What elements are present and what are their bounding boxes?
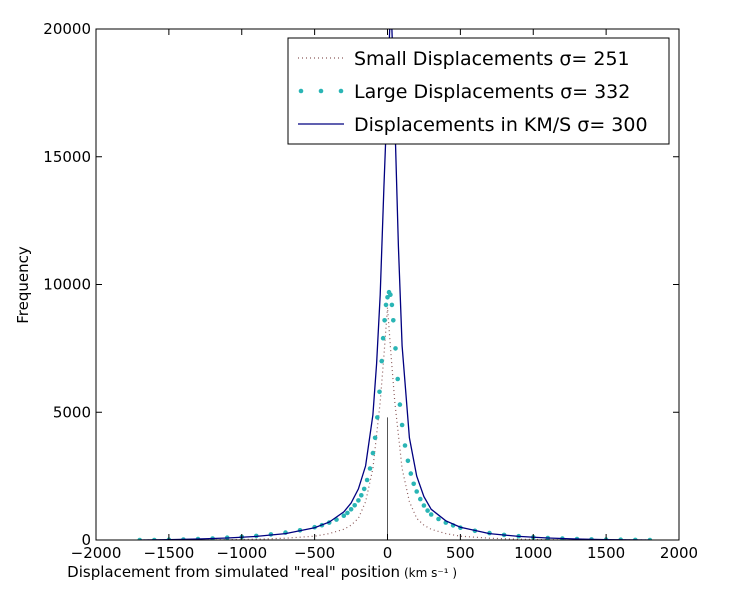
data-point — [402, 443, 408, 448]
x-tick-label: −1500 — [144, 544, 195, 562]
data-point — [388, 292, 393, 298]
legend-large-displacements-label: Large Displacements σ= 332 — [354, 81, 630, 103]
data-point — [348, 507, 354, 512]
x-tick-label: 0 — [383, 544, 393, 562]
data-point — [359, 493, 364, 498]
x-tick-label: 2000 — [660, 544, 698, 562]
data-point — [364, 477, 370, 483]
data-point — [405, 458, 411, 464]
data-point — [436, 516, 441, 522]
data-point — [421, 503, 427, 508]
legend-kms-displacements-label: Displacements in KM/S σ= 300 — [354, 114, 648, 136]
x-axis-label: Displacement from simulated "real" posit… — [67, 563, 400, 581]
y-tick-label: 0 — [81, 531, 91, 549]
data-point — [345, 510, 350, 516]
data-point — [399, 422, 405, 428]
data-point — [382, 318, 387, 323]
data-point — [380, 335, 386, 341]
data-point — [397, 402, 403, 407]
x-tick-label: −500 — [294, 544, 335, 562]
x-tick-label: 1000 — [514, 544, 552, 562]
x-tick-label: 500 — [446, 544, 475, 562]
data-point — [414, 489, 420, 494]
data-point — [367, 466, 373, 471]
x-tick-label: −2000 — [71, 544, 122, 562]
data-point — [372, 435, 378, 441]
y-axis-label: Frequency — [14, 246, 32, 324]
y-tick-label: 15000 — [43, 148, 91, 166]
data-point — [383, 302, 389, 308]
data-point — [411, 481, 417, 487]
y-tick-label: 20000 — [43, 20, 91, 38]
data-point — [377, 389, 382, 395]
y-tick-label: 10000 — [43, 276, 91, 294]
data-point — [356, 498, 361, 503]
legend-box — [287, 37, 670, 145]
data-point — [393, 346, 398, 351]
y-tick-label: 5000 — [53, 403, 91, 421]
x-axis-unit-label: (km s⁻¹ ) — [404, 566, 457, 580]
axis-ticks: −2000 −1500 −1000 −500 0 500 1000 1500 200005000… — [43, 20, 698, 562]
data-point — [361, 486, 367, 492]
data-point — [418, 496, 423, 502]
series-small-displacements — [139, 307, 650, 540]
data-point — [428, 512, 434, 517]
legend-small-displacements-label: Small Displacements σ= 251 — [354, 48, 630, 70]
data-point — [379, 358, 385, 364]
data-point — [395, 376, 401, 382]
data-point — [341, 513, 347, 518]
legend-large-displacements-swatch — [298, 88, 344, 94]
x-tick-label: 1500 — [587, 544, 625, 562]
x-tick-label: −1000 — [216, 544, 267, 562]
legend: Small Displacements σ= 251 Large Displac… — [287, 37, 670, 145]
data-point — [375, 415, 380, 420]
data-point — [391, 318, 396, 323]
data-point — [389, 302, 395, 308]
data-point — [370, 450, 376, 456]
data-point — [425, 508, 430, 513]
data-point — [352, 503, 358, 508]
data-point — [408, 471, 414, 476]
